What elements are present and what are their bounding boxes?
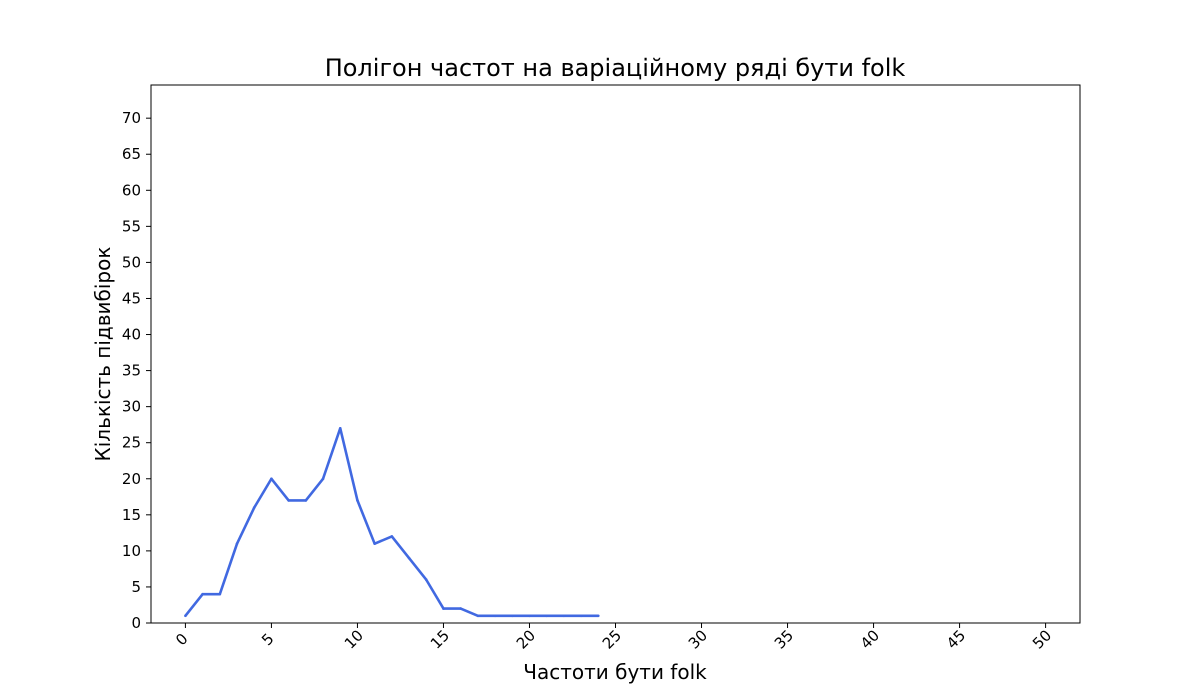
y-axis-label: Кількість підвибірок — [91, 247, 115, 462]
y-tick-label: 30 — [122, 398, 141, 416]
data-point — [218, 592, 222, 596]
data-point — [493, 614, 497, 618]
data-point — [579, 614, 583, 618]
data-point — [459, 607, 462, 610]
data-point — [596, 614, 600, 618]
data-point — [356, 499, 359, 502]
data-point — [476, 614, 480, 618]
y-tick-label: 45 — [122, 289, 141, 307]
y-tick-label: 5 — [131, 578, 141, 596]
data-point — [390, 535, 394, 538]
data-point — [510, 614, 514, 618]
y-tick-label: 55 — [122, 217, 141, 235]
y-tick-label: 25 — [122, 434, 141, 452]
data-point — [407, 556, 411, 560]
data-point — [338, 426, 342, 430]
data-point — [304, 499, 308, 502]
y-tick-label: 40 — [122, 326, 141, 344]
y-tick-label: 50 — [122, 253, 141, 271]
y-tick-label: 60 — [122, 181, 141, 199]
data-point — [270, 477, 273, 481]
data-point — [235, 542, 239, 545]
y-tick-label: 20 — [122, 470, 141, 488]
data-point — [252, 506, 256, 509]
data-point — [545, 614, 548, 618]
y-tick-label: 65 — [122, 145, 141, 163]
data-point — [528, 614, 531, 618]
data-point — [287, 499, 290, 502]
y-tick-label: 15 — [122, 506, 141, 524]
x-axis-label: Частоти бути folk — [523, 660, 707, 684]
chart-title: Полігон частот на варіаційному ряді бути… — [325, 54, 906, 82]
data-point — [442, 607, 445, 610]
y-tick-label: 35 — [122, 362, 141, 380]
data-point — [321, 477, 325, 481]
y-tick-label: 70 — [122, 109, 141, 127]
plot-area — [184, 426, 600, 618]
data-point — [424, 578, 428, 582]
data-point — [184, 614, 187, 618]
data-point — [562, 614, 566, 618]
data-point — [373, 542, 376, 545]
y-tick-label: 0 — [131, 614, 141, 632]
y-axis: 0 5 10 15 20 25 30 35 40 45 50 55 60 65 70 — [122, 109, 151, 632]
data-point — [201, 592, 204, 596]
y-tick-label: 10 — [122, 542, 141, 560]
